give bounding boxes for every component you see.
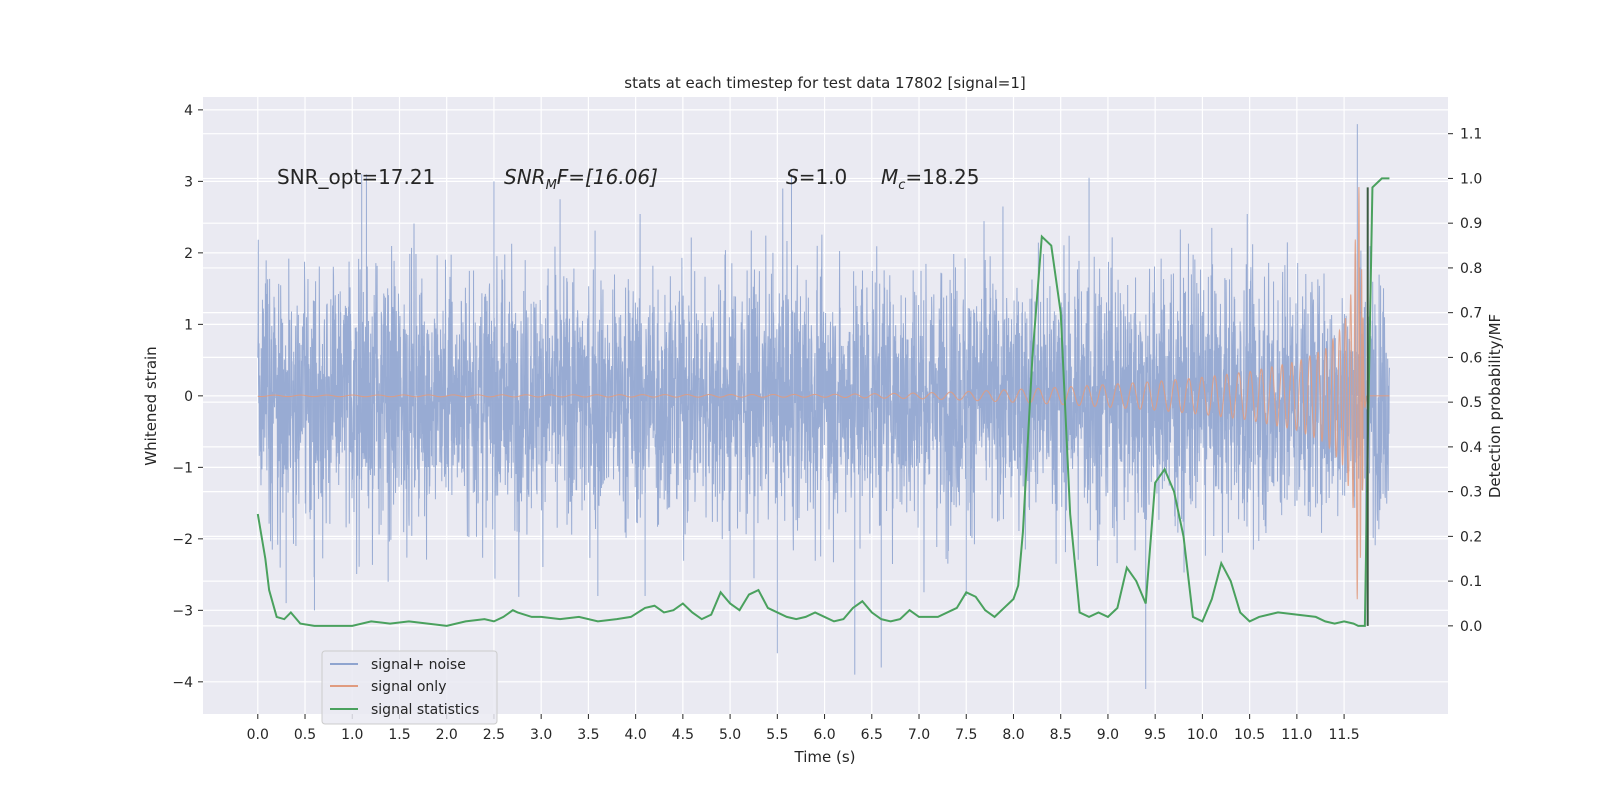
snr-mf-main: SNR	[504, 165, 546, 189]
x-tick-label-15: 7.5	[955, 727, 977, 743]
x-tick-label-8: 4.0	[624, 727, 646, 743]
annotation-snr-mf: SNRMF=[16.06]	[504, 165, 658, 193]
y-axis-ticks: −4 −3 −2 −1 0 1 2 3 4	[172, 103, 203, 691]
y2-tick-label-9: 0.9	[1460, 216, 1482, 232]
x-tick-label-22: 11.0	[1281, 727, 1312, 743]
x-tick-label-18: 9.0	[1097, 727, 1119, 743]
y-tick-label-7: 3	[184, 174, 193, 190]
y2-tick-label-6: 0.6	[1460, 350, 1482, 366]
y2-axis-label: Detection probability/MF	[1486, 314, 1504, 498]
x-tick-label-17: 8.5	[1050, 727, 1072, 743]
signal-statistics-series	[256, 177, 1390, 627]
x-tick-label-6: 3.0	[530, 727, 552, 743]
snr-mf-sub: M	[546, 178, 557, 193]
y2-tick-label-4: 0.4	[1460, 440, 1482, 456]
x-tick-label-9: 4.5	[672, 727, 694, 743]
x-axis-label: Time (s)	[794, 748, 856, 766]
snr-mf-rest: F=[16.06]	[557, 165, 658, 189]
x-tick-label-2: 1.0	[341, 727, 363, 743]
y2-axis-ticks: 0.0 0.1 0.2 0.3 0.4 0.5 0.6 0.7 0.8 0.9 1.0 1.1	[1448, 127, 1482, 635]
x-tick-label-5: 2.5	[483, 727, 505, 743]
x-tick-label-1: 0.5	[294, 727, 316, 743]
y-tick-label-8: 4	[184, 103, 193, 119]
x-axis-ticks: 0.0 0.5 1.0 1.5 2.0 2.5 3.0 3.5 4.0 4.5 5.0 5.5 6.0 6…	[247, 714, 1360, 743]
legend: signal+ noise signal only signal statist…	[321, 650, 498, 725]
x-tick-label-4: 2.0	[436, 727, 458, 743]
y-tick-label-5: 1	[184, 317, 193, 333]
x-tick-label-14: 7.0	[908, 727, 930, 743]
x-tick-label-0: 0.0	[247, 727, 269, 743]
y2-tick-label-5: 0.5	[1460, 395, 1482, 411]
y2-tick-label-10: 1.0	[1460, 171, 1482, 187]
signal-line	[257, 187, 1390, 600]
y2-tick-label-7: 0.7	[1460, 306, 1482, 322]
annotation-snr-opt: SNR_opt=17.21	[277, 165, 435, 189]
y-tick-label-4: 0	[184, 389, 193, 405]
y2-tick-label-11: 1.1	[1460, 127, 1482, 143]
chart-title: stats at each timestep for test data 178…	[624, 74, 1025, 92]
legend-label-signal: signal only	[371, 679, 446, 695]
y2-tick-label-8: 0.8	[1460, 261, 1482, 277]
x-tick-label-21: 10.5	[1234, 727, 1265, 743]
x-tick-label-13: 6.5	[861, 727, 883, 743]
x-tick-label-19: 9.5	[1144, 727, 1166, 743]
signal-noise-series	[257, 124, 1390, 689]
x-tick-label-20: 10.0	[1187, 727, 1218, 743]
annotation-s: S=1.0	[786, 165, 847, 189]
mc-value: =18.25	[905, 165, 979, 189]
y-tick-label-1: −3	[172, 603, 193, 619]
y-axis-label: Whitened strain	[142, 346, 160, 465]
y2-tick-label-3: 0.3	[1460, 485, 1482, 501]
x-tick-label-7: 3.5	[577, 727, 599, 743]
x-tick-label-11: 5.5	[766, 727, 788, 743]
legend-label-statistics: signal statistics	[371, 702, 479, 718]
y-tick-label-0: −4	[172, 675, 193, 691]
s-label: S	[786, 165, 799, 189]
x-tick-label-12: 6.0	[813, 727, 835, 743]
y-tick-label-6: 2	[184, 246, 193, 262]
y2-tick-label-2: 0.2	[1460, 529, 1482, 545]
signal-only-series	[257, 187, 1390, 600]
x-tick-label-23: 11.5	[1329, 727, 1360, 743]
mc-sub: c	[898, 178, 905, 193]
noise-line	[257, 124, 1390, 689]
y2-tick-label-0: 0.0	[1460, 619, 1482, 635]
legend-label-noise: signal+ noise	[371, 657, 466, 673]
statistics-line	[256, 177, 1390, 627]
x-tick-label-3: 1.5	[388, 727, 410, 743]
s-value: =1.0	[799, 165, 848, 189]
y-tick-label-2: −2	[172, 532, 193, 548]
x-tick-label-16: 8.0	[1002, 727, 1024, 743]
legend-box	[321, 650, 498, 725]
y-tick-label-3: −1	[172, 460, 193, 476]
x-tick-label-10: 5.0	[719, 727, 741, 743]
mc-label: M	[881, 165, 898, 189]
y2-tick-label-1: 0.1	[1460, 574, 1482, 590]
annotation-mc: Mc=18.25	[881, 165, 979, 193]
